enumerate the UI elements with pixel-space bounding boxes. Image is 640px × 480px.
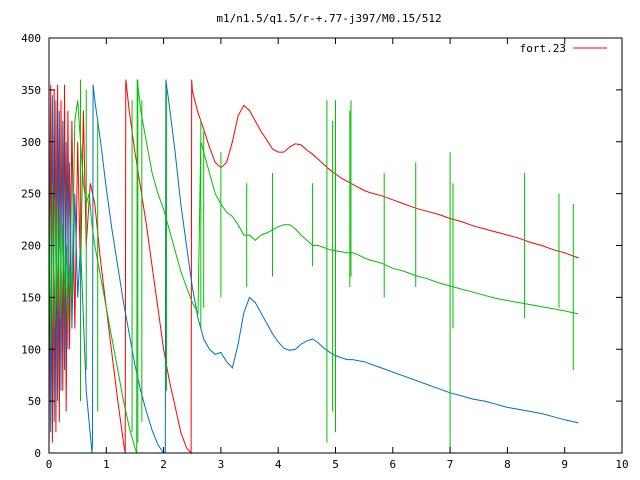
y-tick-label: 350 <box>21 84 41 97</box>
x-tick-label: 1 <box>103 458 110 471</box>
x-tick-label: 2 <box>160 458 167 471</box>
x-tick-label: 4 <box>275 458 282 471</box>
y-axis: 0 50 100 150 200 250 300 350 400 <box>21 32 622 460</box>
y-tick-label: 300 <box>21 136 41 149</box>
series-layer <box>48 79 579 455</box>
x-tick-label: 3 <box>218 458 225 471</box>
y-tick-label: 400 <box>21 32 41 45</box>
x-axis: 0 1 2 3 4 5 6 7 8 9 10 <box>46 38 629 471</box>
y-tick-label: 200 <box>21 240 41 253</box>
x-tick-label: 10 <box>615 458 628 471</box>
series-line-3 <box>48 79 579 454</box>
y-tick-label: 0 <box>34 447 41 460</box>
series-line-2 <box>48 79 579 454</box>
y-tick-label: 250 <box>21 188 41 201</box>
x-tick-label: 5 <box>332 458 339 471</box>
x-tick-label: 8 <box>504 458 511 471</box>
chart-title: m1/n1.5/q1.5/r-+.77-j397/M0.15/512 <box>216 12 441 25</box>
x-tick-label: 7 <box>447 458 454 471</box>
x-tick-label: 6 <box>389 458 396 471</box>
legend-label: fort.23 <box>520 42 566 55</box>
series-line-1 <box>48 79 579 455</box>
y-tick-label: 150 <box>21 291 41 304</box>
spike-layer <box>80 79 574 453</box>
y-tick-label: 50 <box>28 395 41 408</box>
x-tick-label: 9 <box>561 458 568 471</box>
legend: fort.23 <box>520 42 607 55</box>
y-tick-label: 100 <box>21 343 41 356</box>
x-tick-label: 0 <box>46 458 53 471</box>
